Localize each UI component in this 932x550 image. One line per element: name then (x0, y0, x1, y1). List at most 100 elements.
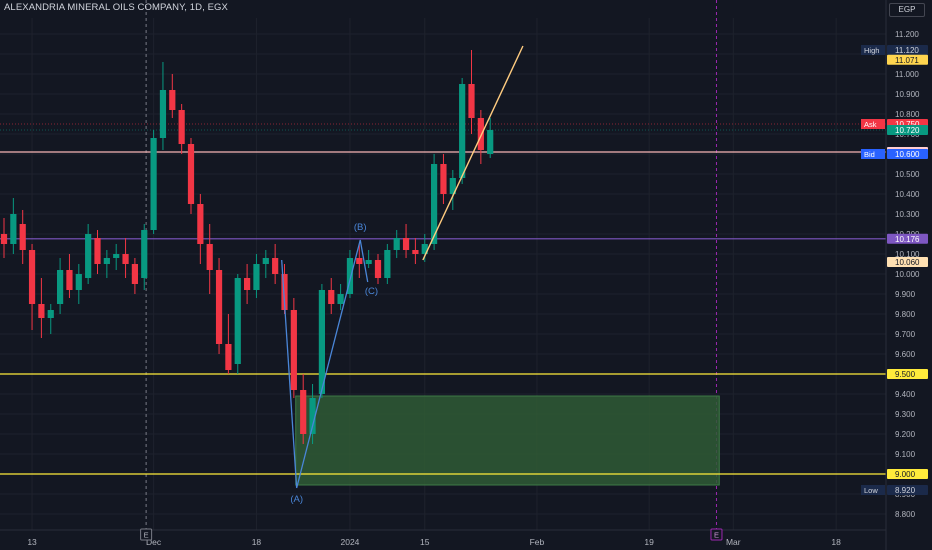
candle-body (431, 164, 438, 244)
candle-body (66, 270, 73, 290)
currency-badge[interactable]: EGP (889, 3, 925, 17)
candle-body (0, 234, 8, 244)
candle-body (197, 204, 204, 244)
candle-body (10, 214, 17, 244)
y-tick-label: 9.400 (895, 390, 916, 399)
event-marker-label: E (714, 531, 719, 540)
candle-body (402, 238, 410, 250)
demand-zone (295, 395, 720, 486)
event-marker (710, 528, 723, 541)
price-tag-value: 8.920 (895, 486, 916, 495)
y-tick-label: 9.300 (895, 410, 916, 419)
x-tick-label: 18 (831, 537, 841, 547)
candle-body (318, 290, 325, 394)
price-tag-value: 10.176 (895, 235, 920, 244)
price-tag-value: 10.060 (895, 258, 920, 267)
candle-body (38, 304, 45, 318)
price-tag-label: High (864, 46, 879, 55)
candle-body (487, 130, 494, 154)
candle-body (131, 264, 138, 284)
candle-body (309, 398, 316, 434)
candle-body (440, 164, 447, 194)
candle-body (272, 258, 279, 274)
candle-body (384, 250, 391, 278)
candle-body (412, 250, 419, 254)
candle-body (365, 260, 372, 264)
y-tick-label: 10.100 (895, 250, 920, 259)
candle-body (234, 278, 241, 364)
candle-body (449, 178, 456, 194)
trend-line (422, 45, 524, 261)
candle-body (178, 110, 185, 144)
candle-body (75, 274, 82, 290)
candle-body (281, 274, 288, 310)
chart-title: ALEXANDRIA MINERAL OILS COMPANY, 1D, EGX (4, 2, 228, 13)
candle-body (253, 264, 260, 290)
candle-body (262, 258, 269, 264)
candle-body (57, 270, 64, 304)
y-tick-label: 9.200 (895, 430, 916, 439)
price-tag-value: 11.071 (895, 56, 919, 65)
x-tick-label: 15 (420, 537, 430, 547)
candle-body (215, 270, 223, 344)
candle-body (393, 238, 400, 250)
price-tag (887, 125, 928, 135)
candle-body (150, 138, 157, 230)
wave-label: (B) (354, 222, 367, 233)
candle-body (337, 294, 344, 304)
candle-body (290, 310, 297, 390)
x-tick-label: 13 (27, 537, 37, 547)
event-marker-label: E (144, 531, 149, 540)
y-tick-label: 10.000 (895, 270, 920, 279)
price-tag-value: 10.750 (895, 120, 920, 129)
x-tick-label: 19 (644, 537, 654, 547)
price-tag-name (861, 45, 885, 55)
x-tick-label: Mar (726, 537, 741, 547)
candle-body (421, 244, 428, 254)
x-tick-label: 18 (252, 537, 262, 547)
candle-body (459, 84, 466, 178)
y-tick-label: 11.200 (895, 30, 919, 39)
event-marker (140, 528, 153, 541)
candle-body (141, 230, 148, 278)
wave-line (281, 239, 369, 489)
price-tag (887, 485, 928, 495)
candle-body (206, 244, 213, 270)
price-tag-value: 10.600 (895, 150, 920, 159)
price-tag-label: Ask (864, 120, 877, 129)
candle-body (346, 258, 354, 294)
y-tick-label: 9.800 (895, 310, 916, 319)
candle-body (187, 144, 195, 204)
candle-body (159, 90, 167, 138)
candle-body (356, 258, 363, 264)
y-tick-label: 10.300 (895, 210, 920, 219)
candle-body (374, 260, 382, 278)
price-tag-name (861, 485, 885, 495)
price-tag-label: Low (864, 486, 878, 495)
x-tick-label: 2024 (340, 537, 359, 547)
candle-body (244, 278, 251, 290)
price-tag (887, 233, 928, 244)
price-tag (887, 369, 928, 379)
price-tag-name (861, 119, 885, 129)
price-tag (887, 45, 928, 55)
candle-body (328, 290, 335, 304)
price-axis (886, 0, 932, 550)
x-tick-label: Dec (146, 537, 162, 547)
price-tag (887, 54, 928, 65)
y-tick-label: 10.500 (895, 170, 920, 179)
candle-body (300, 390, 307, 434)
y-tick-label: 8.800 (895, 510, 916, 519)
candle-body (477, 118, 484, 150)
candle-body (225, 344, 232, 370)
price-tag-label: Bid (864, 150, 875, 159)
price-tag-value: 10.720 (895, 126, 920, 135)
candle-body (47, 310, 54, 318)
candle-body (94, 238, 101, 264)
time-axis (0, 530, 886, 550)
candle-body (28, 250, 36, 304)
y-tick-label: 9.100 (895, 450, 916, 459)
candle-body (122, 254, 129, 264)
wave-label: (C) (365, 286, 378, 297)
